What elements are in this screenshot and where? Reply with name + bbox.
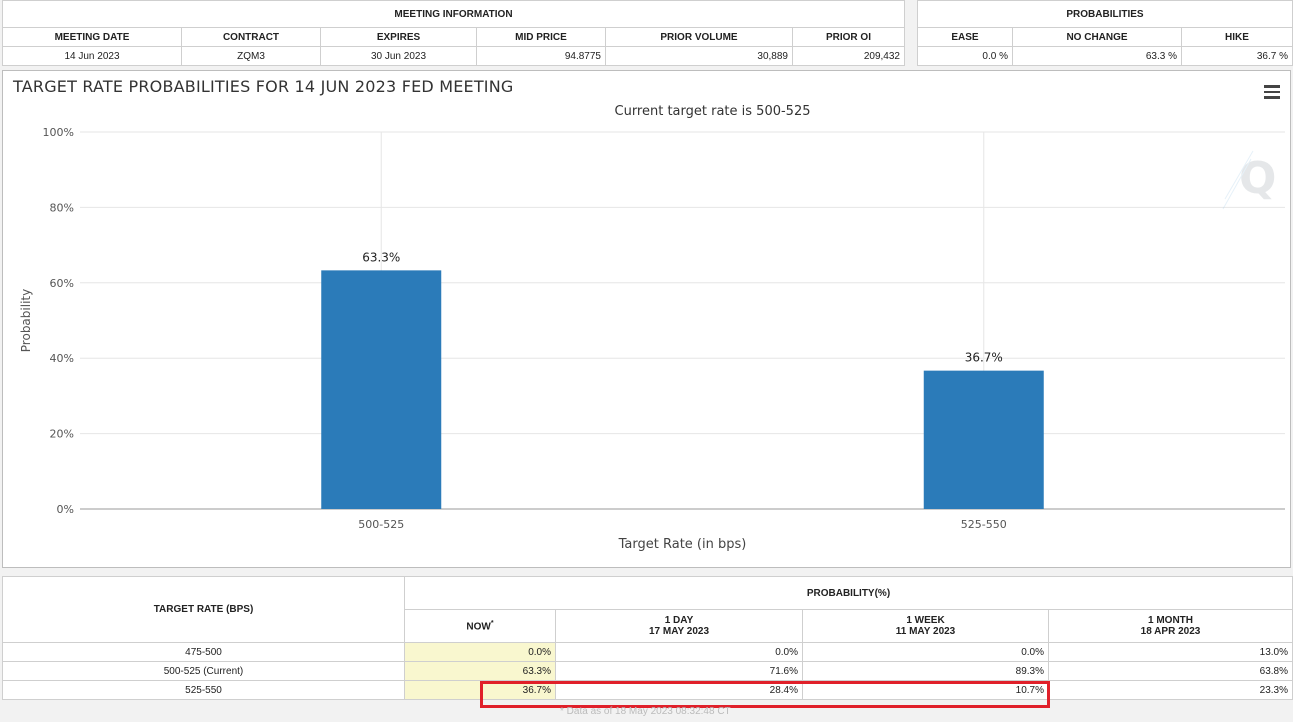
chart-title: TARGET RATE PROBABILITIES FOR 14 JUN 202…: [13, 77, 514, 96]
target-rate-header: TARGET RATE (BPS): [2, 576, 405, 643]
probabilities-table: PROBABILITIES EASE NO CHANGE HIKE 0.0 % …: [917, 0, 1293, 66]
data-label: 36.7%: [965, 351, 1003, 365]
probability-header: PROBABILITY(%): [404, 576, 1293, 610]
one-week-column-header: 1 WEEK 11 MAY 2023: [802, 609, 1049, 643]
contract-header: CONTRACT: [181, 27, 321, 47]
meeting-date-header: MEETING DATE: [2, 27, 182, 47]
expires-value: 30 Jun 2023: [320, 46, 477, 66]
one-month-column-header: 1 MONTH 18 APR 2023: [1048, 609, 1293, 643]
one-week-label: 1 WEEK: [906, 615, 945, 626]
bar: [321, 270, 442, 509]
one-month-value: 13.0%: [1048, 642, 1293, 662]
now-column-header: NOW*: [404, 609, 556, 643]
contract-value: ZQM3: [181, 46, 321, 66]
y-tick-label: 60%: [50, 277, 74, 290]
data-timestamp-note: * Data as of 18 May 2023 08:32:48 CT: [560, 706, 731, 717]
data-label: 63.3%: [362, 250, 400, 264]
now-header-mark: *: [490, 619, 494, 627]
probability-chart: 0% 20% 40% 60% 80% 100% 63.3% 500-525 36.7% 525-5…: [19, 104, 1285, 552]
no-change-header: NO CHANGE: [1012, 27, 1182, 47]
chart-menu-icon[interactable]: [1264, 85, 1280, 99]
prior-volume-header: PRIOR VOLUME: [605, 27, 793, 47]
q-logo-icon: Q: [1222, 150, 1276, 210]
y-tick-label: 20%: [50, 428, 74, 441]
one-month-value: 63.8%: [1048, 661, 1293, 681]
one-day-date: 17 MAY 2023: [648, 626, 710, 637]
probabilities-caption: PROBABILITIES: [917, 0, 1293, 28]
one-week-value: 10.7%: [802, 680, 1049, 700]
one-week-date: 11 MAY 2023: [895, 626, 956, 637]
expires-header: EXPIRES: [320, 27, 477, 47]
one-week-value: 89.3%: [802, 661, 1049, 681]
mid-price-value: 94.8775: [476, 46, 606, 66]
now-value: 63.3%: [404, 661, 556, 681]
now-header-label: NOW: [466, 621, 491, 633]
meeting-info-caption: MEETING INFORMATION: [2, 0, 905, 28]
x-axis-title: Target Rate (in bps): [618, 537, 747, 552]
rate-label: 475-500: [2, 642, 405, 662]
y-axis-title: Probability: [19, 289, 33, 352]
one-week-value: 0.0%: [802, 642, 1049, 662]
bar: [923, 370, 1044, 509]
chart-panel: 0% 20% 40% 60% 80% 100% 63.3% 500-525 36.7% 525-5…: [2, 70, 1291, 568]
one-day-label: 1 DAY: [664, 615, 694, 626]
one-day-value: 71.6%: [555, 661, 803, 681]
hike-value: 36.7 %: [1181, 46, 1293, 66]
one-day-value: 0.0%: [555, 642, 803, 662]
x-tick-label: 525-550: [961, 518, 1007, 531]
y-tick-label: 100%: [43, 126, 74, 139]
meeting-date-value: 14 Jun 2023: [2, 46, 182, 66]
rate-label: 500-525 (Current): [2, 661, 405, 681]
one-month-date: 18 APR 2023: [1140, 626, 1201, 637]
no-change-value: 63.3 %: [1012, 46, 1182, 66]
mid-price-header: MID PRICE: [476, 27, 606, 47]
prior-volume-value: 30,889: [605, 46, 793, 66]
one-day-column-header: 1 DAY 17 MAY 2023: [555, 609, 803, 643]
table-row: 525-550 36.7% 28.4% 10.7% 23.3%: [2, 680, 1293, 700]
y-tick-label: 0%: [57, 503, 74, 516]
y-tick-label: 80%: [50, 201, 74, 214]
x-tick-label: 500-525: [358, 518, 404, 531]
y-tick-label: 40%: [50, 352, 74, 365]
prior-oi-header: PRIOR OI: [792, 27, 905, 47]
chart-subtitle: Current target rate is 500-525: [615, 104, 811, 119]
hike-header: HIKE: [1181, 27, 1293, 47]
prior-oi-value: 209,432: [792, 46, 905, 66]
ease-header: EASE: [917, 27, 1013, 47]
one-day-value: 28.4%: [555, 680, 803, 700]
probability-history-table: TARGET RATE (BPS) PROBABILITY(%) NOW* 1 …: [2, 576, 1293, 700]
table-row: 500-525 (Current) 63.3% 71.6% 89.3% 63.8…: [2, 661, 1293, 681]
rate-label: 525-550: [2, 680, 405, 700]
now-value: 0.0%: [404, 642, 556, 662]
table-row: 475-500 0.0% 0.0% 0.0% 13.0%: [2, 642, 1293, 662]
svg-text:Q: Q: [1239, 153, 1276, 204]
one-month-label: 1 MONTH: [1148, 615, 1193, 626]
one-month-value: 23.3%: [1048, 680, 1293, 700]
now-value: 36.7%: [404, 680, 556, 700]
ease-value: 0.0 %: [917, 46, 1013, 66]
meeting-info-table: MEETING INFORMATION MEETING DATE CONTRAC…: [2, 0, 905, 66]
